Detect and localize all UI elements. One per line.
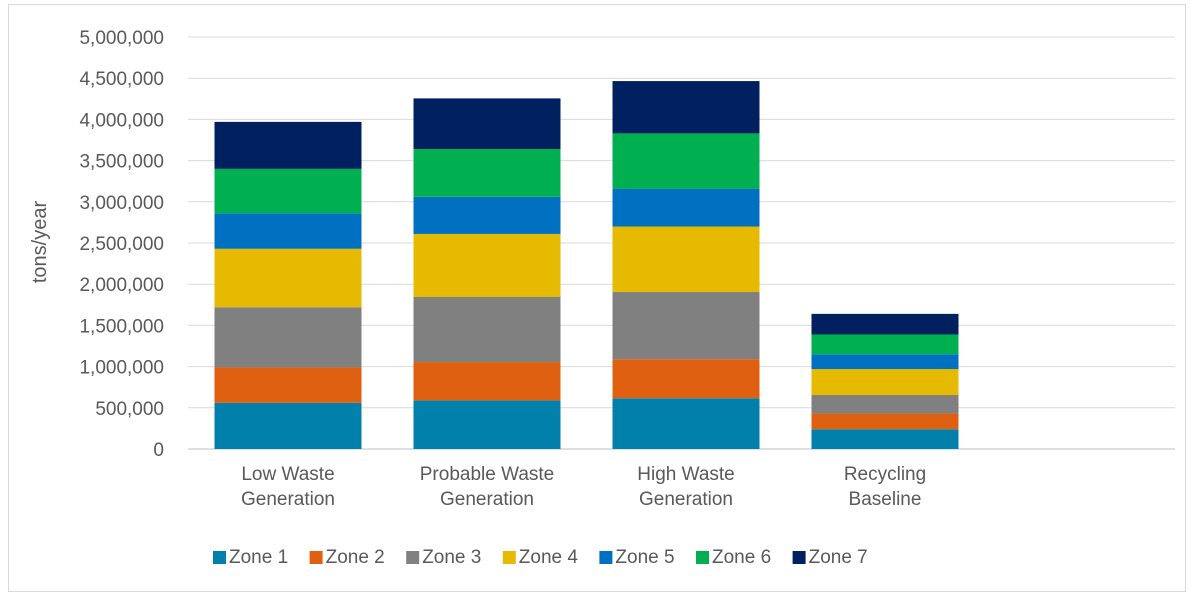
legend-label: Zone 5 [615,547,674,568]
y-tick-label: 1,500,000 [79,316,164,337]
bar-segment [214,307,362,368]
bar-segment [811,395,959,414]
bar-segment [214,168,362,214]
chart-frame [8,4,1186,592]
bar-segment [214,213,362,249]
bar-segment [214,248,362,308]
bar-segment [413,296,561,363]
legend-swatch [599,551,613,564]
bar-segment [413,196,561,234]
bar-segment [413,400,561,449]
bar-segment [214,121,362,169]
bar-segment [811,429,959,449]
x-category-label: Recycling [844,464,926,485]
y-tick-label: 3,000,000 [79,193,164,214]
x-category-label: Low Waste [241,464,334,485]
y-axis-tick-labels: 0 500,000 1,000,000 1,500,000 2,000,000 2,500… [79,28,164,461]
bar-segment [413,233,561,297]
bar-segment [612,292,760,360]
legend-swatch [696,551,709,564]
bar-segment [811,334,959,355]
bar-segment [811,354,959,370]
bar-segment [612,188,760,227]
legend-swatch [502,551,516,564]
y-tick-label: 500,000 [95,399,164,420]
y-axis-title: tons/year [29,201,51,284]
legend-label: Zone 7 [809,547,868,568]
x-axis-category-labels: Low Waste Generation Probable Waste Generat… [241,464,926,510]
y-tick-label: 2,000,000 [79,275,164,296]
x-category-label: Generation [639,489,733,510]
bar-segment [612,226,760,293]
x-category-label: Baseline [849,489,922,510]
legend-swatch [406,551,420,564]
legend-label: Zone 4 [519,547,579,568]
y-tick-label: 0 [153,440,164,461]
bar-segment [413,149,561,197]
bar-segment [413,362,561,401]
y-tick-label: 4,500,000 [79,69,164,90]
bar-segment [612,398,760,449]
x-category-label: Generation [440,489,534,510]
bar-segment [214,402,362,449]
y-tick-label: 3,500,000 [79,152,164,173]
bar-segment [413,98,561,150]
bar-segment [214,367,362,403]
bar-segment [612,133,760,189]
bar-segment [811,313,959,335]
x-category-label: High Waste [637,464,735,485]
legend: Zone 1 Zone 2 Zone 3 Zone 4 Zone 5 Zone 6 Zone… [213,547,868,568]
bar-segment [811,369,959,396]
legend-label: Zone 1 [229,547,288,568]
y-tick-label: 5,000,000 [79,28,164,49]
y-tick-label: 2,500,000 [79,234,164,255]
legend-swatch [213,551,226,564]
bars [214,81,959,449]
legend-swatch [792,551,806,564]
legend-swatch [309,551,323,564]
bar-segment [612,81,760,134]
y-tick-label: 1,000,000 [79,358,164,379]
legend-label: Zone 2 [326,547,385,568]
x-category-label: Probable Waste [420,464,554,485]
bar-segment [811,413,959,430]
legend-label: Zone 6 [712,547,771,568]
y-tick-label: 4,000,000 [79,110,164,131]
legend-label: Zone 3 [422,547,481,568]
bar-segment [612,359,760,399]
x-category-label: Generation [241,489,335,510]
